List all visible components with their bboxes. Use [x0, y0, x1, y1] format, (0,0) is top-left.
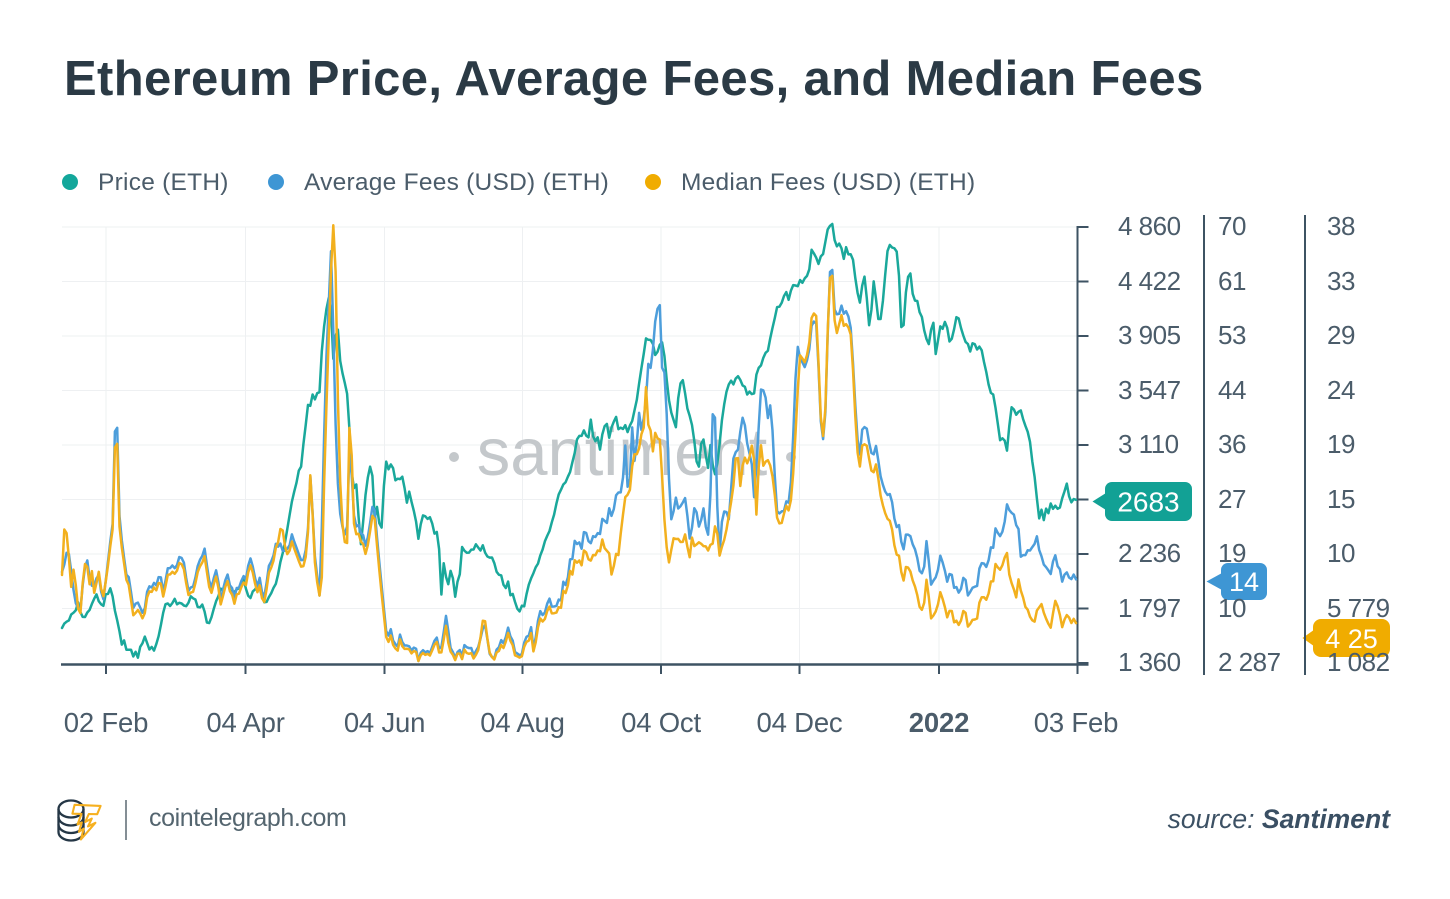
svg-text:2683: 2683 [1117, 487, 1179, 518]
svg-text:santiment: santiment [477, 415, 768, 490]
